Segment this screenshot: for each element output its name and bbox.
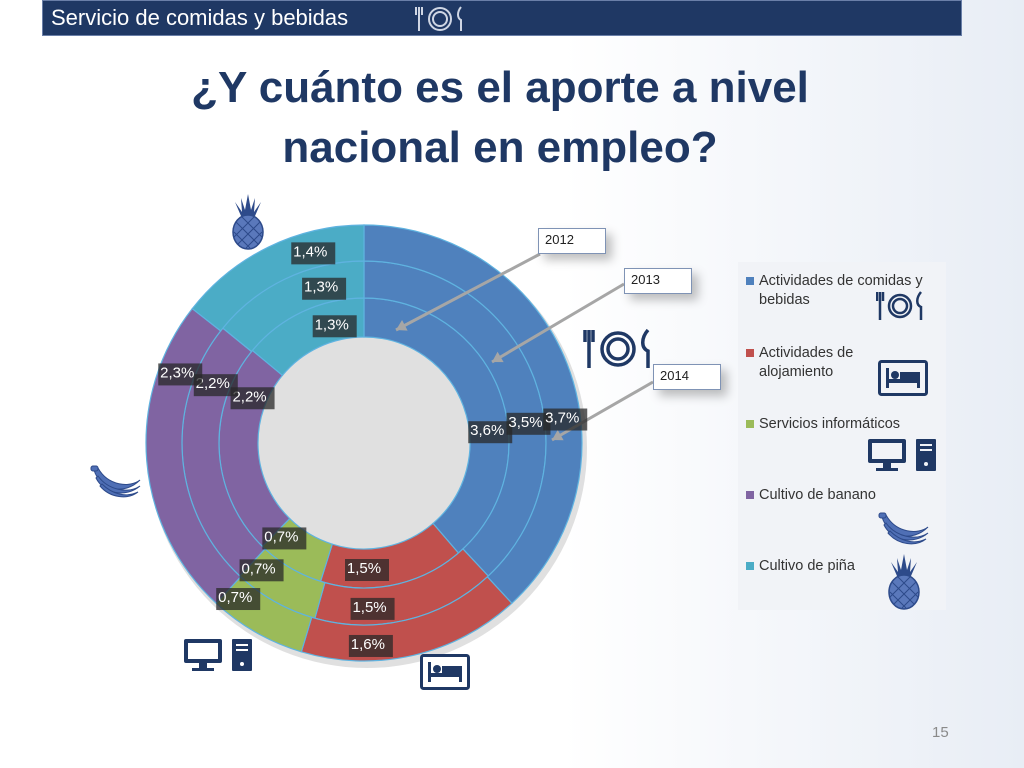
computer-icon <box>184 639 252 671</box>
data-label-2013-comidas-group: 3,5% <box>506 412 551 435</box>
data-label-2012-comidas-group: 3,6% <box>468 421 513 444</box>
data-label-2014-comidas-group: 3,7% <box>543 408 588 431</box>
data-label-2014-comidas: 3,7% <box>545 410 579 427</box>
data-label-2012-informaticos-shadow <box>262 527 307 550</box>
data-label-2013-informaticos-group: 0,7% <box>239 559 284 582</box>
data-label-2012-banano-group: 2,2% <box>230 387 275 410</box>
legend-label-informaticos: Servicios informáticos <box>759 416 901 432</box>
data-label-2013-alojamiento-group: 1,5% <box>350 597 395 620</box>
data-label-2013-banano: 2,2% <box>196 375 230 392</box>
data-label-2012-pina-group: 1,3% <box>312 315 357 338</box>
data-label-2014-banano: 2,3% <box>160 364 194 381</box>
restaurant-icon <box>876 291 923 320</box>
data-label-2014-pina-group: 1,4% <box>291 242 336 265</box>
banana-icon <box>878 512 929 545</box>
callout-arrow-2012 <box>395 252 541 332</box>
data-label-2013-comidas-shadow <box>506 412 551 435</box>
legend-swatch-alojamiento <box>746 349 754 357</box>
data-label-2013-alojamiento-shadow <box>350 597 395 620</box>
data-label-2013-pina-shadow <box>302 277 347 300</box>
legend-label-comidas: Actividades de comidas y bebidas <box>759 273 923 308</box>
data-label-2012-alojamiento-shadow <box>345 559 389 581</box>
chart-legend: Actividades de comidas y bebidas Activid… <box>738 262 946 610</box>
data-label-2012-informaticos: 0,7% <box>264 528 298 545</box>
data-label-2012-pina: 1,3% <box>315 316 349 333</box>
data-label-2014-informaticos: 0,7% <box>218 589 252 606</box>
data-label-2012-comidas-shadow <box>468 421 513 444</box>
data-label-2013-comidas: 3,5% <box>508 414 542 431</box>
data-label-2012-banano-shadow <box>230 387 275 410</box>
legend-label-pina: Cultivo de piña <box>759 558 855 574</box>
computer-icon <box>868 439 936 471</box>
restaurant-icon <box>415 6 462 31</box>
banana-icon <box>90 465 141 498</box>
slide-title-line-2: nacional en empleo? <box>282 123 718 172</box>
data-label-2013-banano-group: 2,2% <box>193 374 238 397</box>
bed-icon <box>878 360 928 396</box>
data-label-2013-alojamiento: 1,5% <box>352 599 386 616</box>
slide-title: ¿Y cuánto es el aporte a nivel nacional … <box>0 58 1000 178</box>
data-label-2014-comidas-shadow <box>543 408 588 431</box>
callout-arrow-2014-head <box>552 429 564 441</box>
bed-icon <box>420 654 470 690</box>
callout-2012: 2012 <box>538 228 606 254</box>
data-label-2014-banano-group: 2,3% <box>158 363 203 386</box>
legend-swatch-comidas <box>746 277 754 285</box>
data-label-2013-banano-shadow <box>193 374 238 397</box>
data-label-2014-informaticos-group: 0,7% <box>216 588 261 611</box>
data-label-2013-informaticos-shadow <box>239 559 284 582</box>
legend-swatch-pina <box>746 562 754 570</box>
data-label-2014-pina: 1,4% <box>293 243 327 260</box>
page-number: 15 <box>932 724 949 741</box>
callout-arrow-2013 <box>491 282 625 364</box>
legend-label-alojamiento: Actividades de alojamiento <box>759 345 854 380</box>
data-label-2012-pina-shadow <box>312 315 357 338</box>
data-label-2014-informaticos-shadow <box>216 588 261 611</box>
data-label-2013-informaticos: 0,7% <box>241 560 275 577</box>
legend-label-banano: Cultivo de banano <box>759 487 876 503</box>
data-label-2014-alojamiento: 1,6% <box>351 636 385 653</box>
data-label-2012-banano: 2,2% <box>232 388 266 405</box>
data-label-2012-comidas: 3,6% <box>470 422 504 439</box>
data-label-2014-banano-shadow <box>158 363 203 386</box>
section-header-bar: Servicio de comidas y bebidas <box>42 0 962 36</box>
slide-title-line-1: ¿Y cuánto es el aporte a nivel <box>191 63 809 112</box>
legend-swatch-informaticos <box>746 420 754 428</box>
callout-arrow-2013-head <box>492 351 504 363</box>
data-label-2013-pina-group: 1,3% <box>302 277 347 300</box>
restaurant-icon <box>583 328 650 368</box>
data-label-2012-alojamiento-group: 1,5% <box>345 559 389 581</box>
section-title: Servicio de comidas y bebidas <box>51 5 349 30</box>
pineapple-icon <box>888 554 920 610</box>
legend-swatch-banano <box>746 491 754 499</box>
data-label-2012-alojamiento: 1,5% <box>347 560 381 577</box>
callout-2014: 2014 <box>653 364 721 390</box>
data-label-2012-informaticos-group: 0,7% <box>262 527 307 550</box>
callout-arrow-2012-head <box>396 320 408 331</box>
callout-2013: 2013 <box>624 268 692 294</box>
data-label-2014-alojamiento-group: 1,6% <box>348 634 393 657</box>
pineapple-icon <box>232 194 264 250</box>
data-label-2013-pina: 1,3% <box>304 279 338 296</box>
data-label-2014-alojamiento-shadow <box>348 634 393 657</box>
data-label-2014-pina-shadow <box>291 242 336 265</box>
